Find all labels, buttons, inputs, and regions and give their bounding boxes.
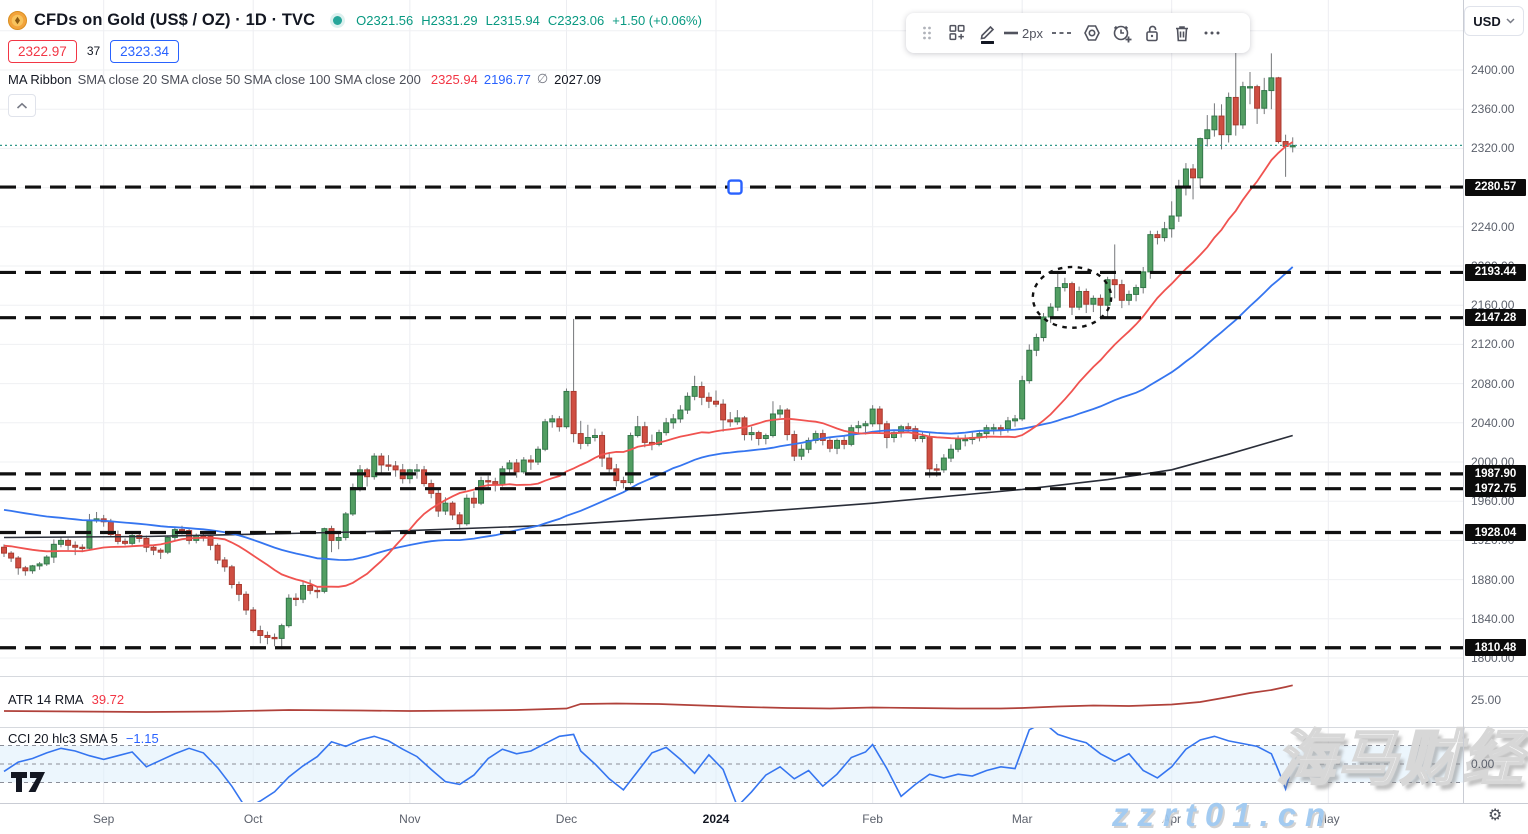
- time-axis-label: Oct: [243, 812, 263, 826]
- pane-separator-main-atr[interactable]: [0, 676, 1528, 677]
- atr-line: [3, 684, 1293, 713]
- sma50-value: 2196.77: [483, 71, 531, 87]
- sma100-value: ∅: [536, 71, 549, 86]
- price-tick-label: 2320.00: [1471, 141, 1515, 156]
- drawing-toolbar: 2px: [906, 13, 1250, 53]
- line-style-icon[interactable]: [1047, 17, 1077, 49]
- cci-pane: [0, 745, 1463, 783]
- unlock-icon[interactable]: [1137, 17, 1167, 49]
- time-axis-label: Apr: [1162, 812, 1182, 826]
- price-level-badge: 1928.04: [1465, 524, 1526, 542]
- price-tick-label: 1960.00: [1471, 494, 1515, 509]
- toolbar-drag-handle-icon[interactable]: [912, 17, 942, 49]
- time-axis-label: 2024: [702, 812, 730, 826]
- cci-indicator-label: CCI 20 hlc3 SMA 5: [8, 731, 118, 746]
- currency-label: USD: [1473, 13, 1501, 29]
- chevron-down-icon: [1506, 18, 1515, 24]
- candles-layer: [1, 39, 1296, 650]
- candlestick-chart[interactable]: [0, 0, 1463, 803]
- drawing-selection-handle: [727, 179, 743, 195]
- price-level-badge: 1972.75: [1465, 480, 1526, 498]
- price-level-lines: [0, 185, 1463, 650]
- sma200-value: 2027.09: [554, 71, 602, 87]
- sma20-line: [3, 141, 1294, 588]
- ohlc-close: C2323.06: [547, 12, 605, 28]
- collapse-legend-button[interactable]: [8, 94, 36, 117]
- price-tick-label: 2400.00: [1471, 63, 1515, 77]
- price-tick-label: 2040.00: [1471, 415, 1515, 430]
- time-axis-label: Nov: [399, 812, 421, 826]
- atr-indicator-legend[interactable]: ATR 14 RMA 39.72: [8, 692, 124, 707]
- price-level-badge: 1987.90: [1465, 465, 1526, 483]
- market-status-icon[interactable]: [333, 15, 343, 25]
- price-tick-label: 2360.00: [1471, 102, 1515, 117]
- more-options-icon[interactable]: [1197, 17, 1227, 49]
- chart-legend: CFDs on Gold (US$ / OZ) · 1D · TVC O2321…: [8, 8, 702, 117]
- object-tree-icon[interactable]: [942, 17, 972, 49]
- sma50-line: [3, 266, 1294, 561]
- line-width-value: 2px: [1022, 25, 1043, 41]
- time-axis[interactable]: Sep Oct Nov Dec 2024 Feb Mar Apr May: [0, 803, 1528, 834]
- tradingview-logo[interactable]: [10, 770, 48, 794]
- ma-ribbon-params: SMA close 20 SMA close 50 SMA close 100 …: [77, 71, 421, 87]
- cci-indicator-legend[interactable]: CCI 20 hlc3 SMA 5 −1.15: [8, 731, 159, 746]
- price-tick-label: 1840.00: [1471, 611, 1515, 626]
- ellipse-annotation: [1031, 265, 1113, 329]
- buy-price-button[interactable]: 2323.34: [110, 39, 179, 63]
- line-width-icon[interactable]: 2px: [1002, 17, 1047, 49]
- sma200-line: [3, 434, 1293, 539]
- timezone-settings-gear-icon[interactable]: ⚙: [1488, 805, 1503, 824]
- pane-separator-atr-cci[interactable]: [0, 727, 1528, 728]
- settings-icon[interactable]: [1077, 17, 1107, 49]
- price-level-badge: 2193.44: [1465, 263, 1526, 281]
- ohlc-low: L2315.94: [485, 12, 540, 28]
- price-tick-label: 2240.00: [1471, 219, 1515, 234]
- spread-value: 37: [86, 44, 101, 58]
- cci-tick-label: 0.00: [1471, 757, 1495, 771]
- atr-indicator-label: ATR 14 RMA: [8, 692, 84, 707]
- time-axis-label: Dec: [555, 812, 578, 826]
- ma-ribbon-layer: [3, 141, 1294, 588]
- add-alert-icon[interactable]: [1107, 17, 1137, 49]
- time-axis-label: Mar: [1011, 812, 1033, 826]
- price-level-badge: 2280.57: [1465, 178, 1526, 196]
- time-axis-label: Sep: [92, 812, 115, 826]
- price-tick-label: 1880.00: [1471, 572, 1515, 587]
- price-level-badge: 1810.48: [1465, 639, 1526, 657]
- atr-value: 39.72: [91, 692, 125, 707]
- edit-pencil-icon[interactable]: [972, 17, 1002, 49]
- sell-price-button[interactable]: 2322.97: [8, 39, 77, 63]
- cci-line: [3, 728, 1294, 802]
- time-axis-label: May: [1316, 812, 1340, 826]
- gold-symbol-icon: [8, 10, 27, 30]
- price-tick-label: 2160.00: [1471, 298, 1515, 313]
- symbol-title[interactable]: CFDs on Gold (US$ / OZ) · 1D · TVC: [34, 10, 316, 29]
- ohlc-change: +1.50 (+0.06%): [612, 12, 702, 28]
- ohlc-high: H2331.29: [421, 12, 478, 28]
- ohlc-values: O2321.56 H2331.29 L2315.94 C2323.06 +1.5…: [356, 13, 702, 28]
- sma20-value: 2325.94: [430, 71, 478, 87]
- ma-ribbon-legend[interactable]: MA Ribbon SMA close 20 SMA close 50 SMA …: [8, 71, 702, 87]
- price-tick-label: 2080.00: [1471, 376, 1515, 391]
- delete-icon[interactable]: [1167, 17, 1197, 49]
- currency-selector[interactable]: USD: [1464, 6, 1524, 36]
- cci-value: −1.15: [125, 731, 159, 746]
- time-axis-label: Feb: [862, 812, 883, 826]
- price-level-badge: 2147.28: [1465, 309, 1526, 327]
- price-axis[interactable]: 2400.002360.002320.002280.002240.002200.…: [1463, 0, 1528, 803]
- chevron-up-icon: [16, 102, 28, 109]
- atr-tick-label: 25.00: [1471, 693, 1502, 707]
- ma-ribbon-label: MA Ribbon: [8, 71, 72, 87]
- price-tick-label: 2120.00: [1471, 337, 1515, 352]
- ohlc-open: O2321.56: [356, 12, 414, 28]
